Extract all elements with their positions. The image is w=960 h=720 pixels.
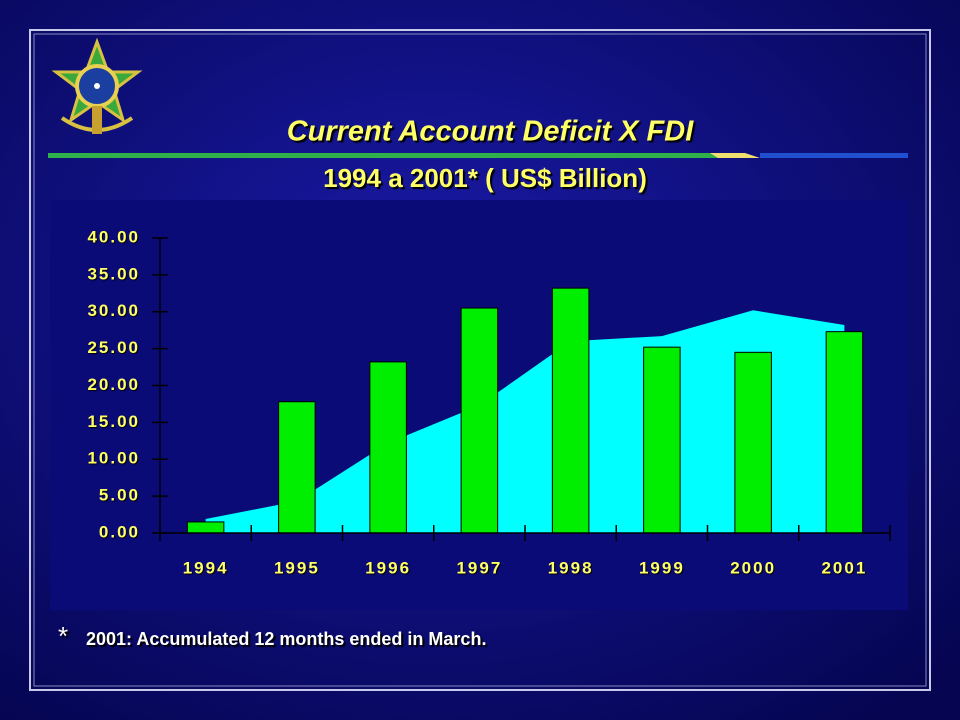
bar — [643, 346, 681, 534]
x-tick-label: 1999 — [639, 558, 685, 577]
y-tick-label: 20.00 — [87, 375, 140, 394]
y-tick-label: 0.00 — [99, 522, 140, 541]
bar — [825, 331, 864, 534]
bar — [369, 361, 407, 534]
area — [205, 310, 845, 533]
y-tick-label: 25.00 — [87, 338, 140, 357]
chart-title: Current Account Deficit X FDI — [287, 116, 695, 148]
plot: 0.00 5.00 10.00 15.00 20.00 25.00 30.00 35.00 40… — [87, 227, 891, 577]
frame — [29, 29, 931, 691]
bar — [734, 351, 772, 534]
y-tick-label: 35.00 — [87, 264, 140, 283]
x-tick-label: 1997 — [456, 558, 502, 577]
bar — [551, 287, 590, 534]
x-tick-label: 2001 — [821, 558, 867, 577]
title-rule — [48, 153, 728, 158]
y-tick-label: 10.00 — [87, 449, 140, 468]
x-tick-label: 1996 — [365, 558, 411, 577]
bar — [186, 521, 225, 534]
x-tick-label: 1998 — [548, 558, 594, 577]
y-tick-label: 40.00 — [87, 227, 140, 246]
bar — [278, 401, 316, 534]
x-tick-label: 1994 — [183, 558, 229, 577]
y-tick-label: 30.00 — [87, 301, 140, 320]
bar — [460, 307, 499, 534]
title-rule-end — [760, 153, 908, 158]
footnote-marker: * — [58, 621, 68, 651]
y-tick-label: 5.00 — [99, 486, 140, 505]
x-tick-label: 1995 — [274, 558, 320, 577]
x-tick-label: 2000 — [730, 558, 776, 577]
footnote: 2001: Accumulated 12 months ended in Mar… — [86, 629, 486, 649]
emblem — [51, 37, 143, 134]
frame-inner — [33, 33, 927, 687]
title-rule-accent — [710, 153, 760, 158]
y-tick-label: 15.00 — [87, 412, 140, 431]
chart-subtitle: 1994 a 2001* ( US$ Billion) — [323, 163, 647, 193]
